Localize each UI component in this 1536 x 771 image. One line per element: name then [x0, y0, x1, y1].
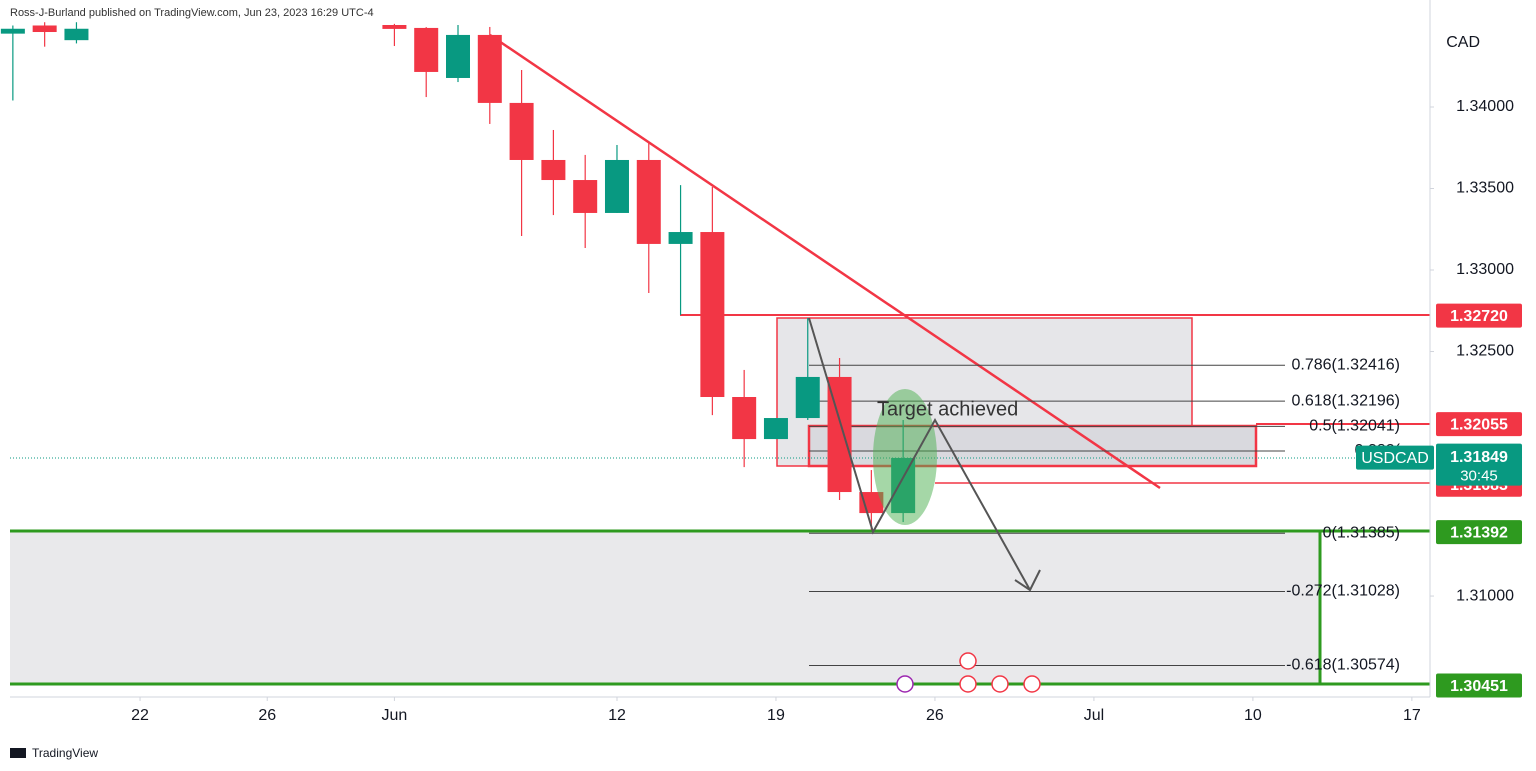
candle-body [541, 159, 566, 181]
fib-label: -0.272(1.31028) [1286, 583, 1400, 600]
y-tick-label: 1.31000 [1456, 587, 1514, 604]
candle-body [668, 232, 693, 244]
price-label-box [1436, 673, 1522, 698]
x-tick-label: 10 [1244, 707, 1262, 724]
candle-body [795, 376, 820, 419]
price-label-box [1436, 303, 1522, 328]
price-label: 1.32055 [1450, 416, 1508, 433]
candle-body [446, 34, 471, 78]
y-tick-label: 1.33000 [1456, 261, 1514, 278]
candles [0, 22, 916, 531]
header-text: Ross-J-Burland published on TradingView.… [10, 7, 374, 19]
candle-body [382, 25, 407, 29]
candle-body [636, 159, 661, 244]
fib-label: 0.786(1.32416) [1291, 356, 1400, 373]
projection-path [808, 317, 1031, 591]
price-label-box [1436, 520, 1522, 545]
event-icon[interactable] [959, 675, 977, 693]
fib-label: -0.618(1.30574) [1286, 657, 1400, 674]
x-tick-label: 26 [258, 707, 276, 724]
x-tick-label: 26 [926, 707, 944, 724]
x-tick-label: Jun [382, 707, 408, 724]
y-tick-label: 1.32500 [1456, 343, 1514, 360]
annotation: Target achieved [877, 398, 1018, 420]
event-icon[interactable] [1023, 675, 1041, 693]
arrow-head [1014, 569, 1041, 592]
x-tick-label: 22 [131, 707, 149, 724]
countdown-label: 30:45 [1460, 468, 1498, 485]
last-price-label: 1.31849 [1450, 449, 1508, 466]
x-tick-label: 12 [608, 707, 626, 724]
zone-shade [10, 531, 1320, 684]
x-tick-label: 17 [1403, 707, 1421, 724]
candle-body [763, 418, 788, 440]
event-icon[interactable] [991, 675, 1009, 693]
candle-body [32, 25, 57, 33]
price-label-box [1436, 412, 1522, 437]
trend-line [489, 33, 1161, 490]
candle-body [414, 27, 439, 72]
symbol-box [1356, 445, 1434, 470]
fib-label: 0(1.31385) [1323, 525, 1400, 542]
candle-body [604, 159, 629, 213]
candle-body [509, 102, 534, 160]
x-tick-label: 19 [767, 707, 785, 724]
event-icon[interactable] [959, 652, 977, 670]
candle-body [64, 28, 89, 41]
candle-body [732, 397, 757, 440]
y-tick-label: 1.33500 [1456, 180, 1514, 197]
price-label: 1.31392 [1450, 524, 1508, 541]
currency-label: CAD [1446, 34, 1480, 51]
fib-label: 0.5(1.32041) [1309, 418, 1400, 435]
fib-label: 0.618(1.32196) [1291, 392, 1400, 409]
candle-body [477, 34, 502, 103]
candle-body [0, 28, 25, 34]
symbol-label: USDCAD [1361, 450, 1429, 467]
y-tick-label: 1.34000 [1456, 98, 1514, 115]
candle-body [573, 180, 598, 213]
footer-brand: TradingView [32, 746, 98, 760]
x-tick-label: Jul [1084, 707, 1104, 724]
highlight-ellipse [873, 389, 937, 525]
price-axis-bg [1430, 0, 1536, 697]
price-label: 1.30451 [1450, 678, 1508, 695]
candle-body [700, 232, 725, 398]
footer-logo [10, 748, 26, 758]
last-price-box [1436, 443, 1522, 486]
price-label: 1.32720 [1450, 308, 1508, 325]
event-icon[interactable] [896, 675, 914, 693]
